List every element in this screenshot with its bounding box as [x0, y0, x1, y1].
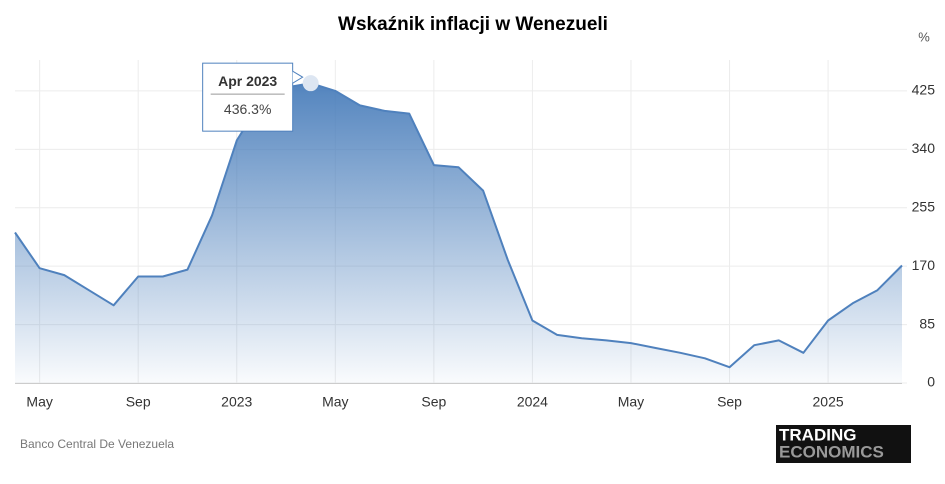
y-tick-label: 85	[919, 315, 935, 331]
chart-title: Wskaźnik inflacji w Wenezueli	[338, 14, 608, 35]
y-tick-label: 340	[912, 140, 936, 156]
source: Banco Central De Venezuela	[20, 437, 174, 451]
x-tick-label: May	[26, 394, 52, 410]
x-tick-label: May	[618, 394, 644, 410]
x-tick-label: 2024	[517, 394, 548, 410]
x-tick-label: 2023	[221, 394, 252, 410]
x-tick-label: May	[322, 394, 348, 410]
y-tick-label: 170	[912, 257, 936, 273]
y-unit: %	[918, 29, 930, 44]
logo-box	[776, 425, 911, 463]
logo-text: TRADING	[779, 425, 856, 444]
tooltip-title: Apr 2023	[218, 73, 277, 89]
tooltip-value: 436.3%	[224, 101, 271, 117]
area	[15, 83, 902, 383]
logo-text: ECONOMICS	[779, 442, 884, 461]
x-tick-label: 2025	[813, 394, 844, 410]
tooltip-arrow	[292, 70, 304, 84]
hover-marker	[302, 75, 319, 92]
tooltip-box	[202, 62, 294, 132]
x-tick-label: Sep	[717, 394, 742, 410]
line	[14, 82, 903, 369]
x-tick-label: Sep	[126, 394, 151, 410]
y-tick-label: 255	[912, 198, 936, 214]
y-tick-label: 425	[912, 82, 936, 98]
x-tick-label: Sep	[421, 394, 446, 410]
y-tick-label: 0	[927, 374, 935, 390]
